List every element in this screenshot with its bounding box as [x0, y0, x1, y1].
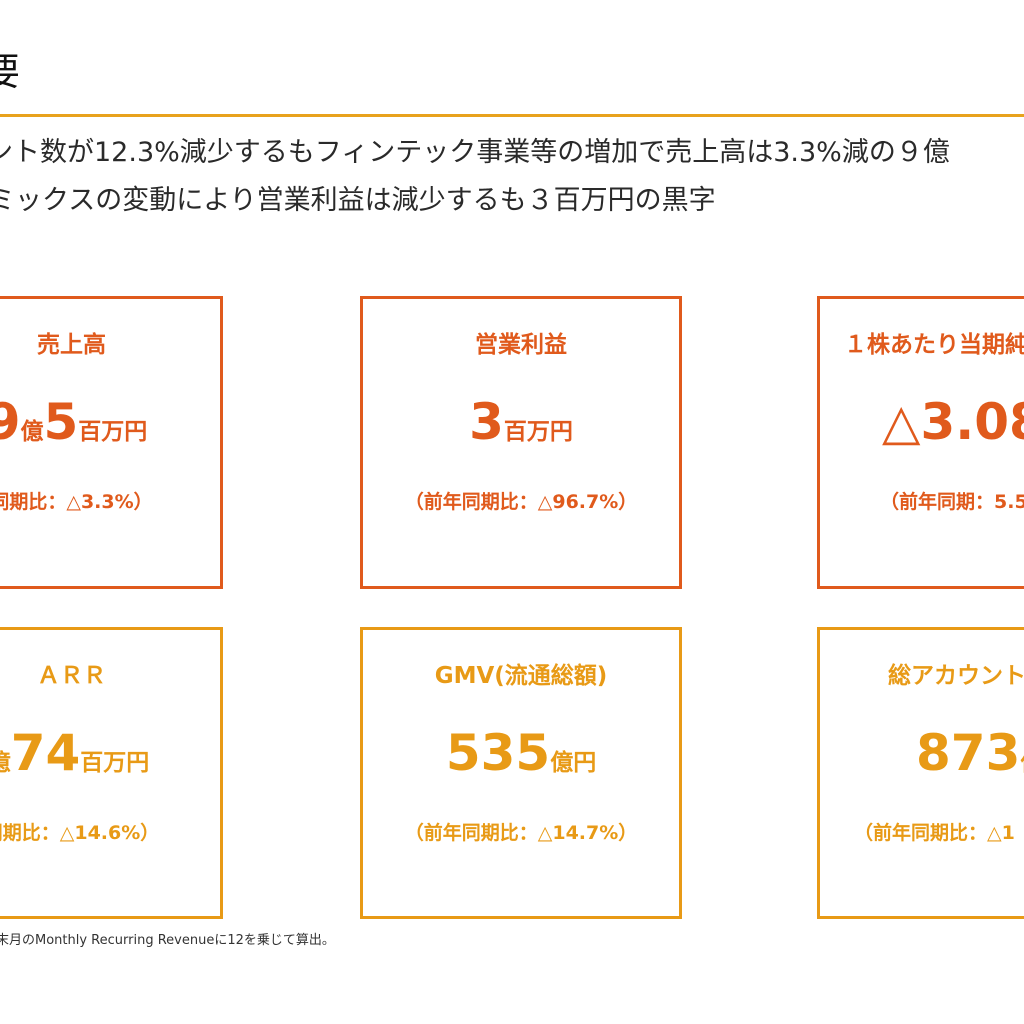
kpi-value-number: 5: [43, 393, 79, 451]
kpi-comparison: 同期比：△3.3%）: [0, 491, 153, 513]
kpi-value-unit: 百万円: [78, 419, 148, 445]
kpi-label: 営業利益: [475, 332, 567, 358]
kpi-value-triangle: △: [882, 393, 921, 451]
kpi-card-operating-profit: 営業利益 3百万円 （前年同期比：△96.7%）: [360, 296, 682, 589]
page-title: 要: [0, 50, 21, 94]
kpi-value-unit: 億: [0, 750, 11, 776]
kpi-label: ＡＲＲ: [37, 663, 106, 689]
kpi-value-number: 9: [0, 393, 21, 451]
kpi-card-arr: ＡＲＲ 億74百万円 同期比：△14.6%）: [0, 627, 223, 919]
kpi-label: GMV(流通総額): [434, 663, 608, 689]
kpi-value-number: 3.08: [920, 393, 1024, 451]
kpi-value-number: 3: [469, 393, 504, 451]
kpi-value: 535億円: [363, 722, 679, 796]
kpi-comparison: 同期比：△14.6%）: [0, 822, 160, 844]
kpi-card-accounts: 総アカウント 873件 （前年同期比：△1: [817, 627, 1024, 919]
title-divider: [0, 114, 1024, 117]
kpi-comparison: （前年同期：5.5: [880, 491, 1024, 513]
kpi-value: 3百万円: [363, 391, 679, 465]
kpi-value-number: 873: [916, 724, 1021, 782]
kpi-label: 売上高: [37, 332, 106, 358]
kpi-value-unit: 百万円: [503, 419, 573, 445]
kpi-comparison: （前年同期比：△96.7%）: [404, 491, 638, 513]
kpi-label: １株あたり当期純: [844, 332, 1024, 358]
kpi-value: 9億5百万円: [0, 391, 220, 465]
kpi-comparison: （前年同期比：△14.7%）: [404, 822, 638, 844]
summary-line-1: ント数が12.3%減少するもフィンテック事業等の増加で売上高は3.3%減の９億: [0, 137, 950, 168]
kpi-card-gmv: GMV(流通総額) 535億円 （前年同期比：△14.7%）: [360, 627, 682, 919]
kpi-comparison: （前年同期比：△1: [854, 822, 1015, 844]
kpi-value-number: 535: [445, 724, 551, 782]
kpi-label: 総アカウント: [888, 663, 1024, 689]
kpi-value: 億74百万円: [0, 722, 220, 796]
kpi-card-eps: １株あたり当期純 △3.08 （前年同期：5.5: [817, 296, 1024, 589]
kpi-value-unit: 億: [20, 419, 44, 445]
footnote: 末月のMonthly Recurring Revenueに12を乗じて算出。: [0, 933, 335, 948]
kpi-card-sales: 売上高 9億5百万円 同期比：△3.3%）: [0, 296, 223, 589]
kpi-value-unit: 億円: [550, 750, 597, 776]
kpi-value-unit: 件: [1020, 750, 1024, 776]
kpi-value: △3.08: [882, 391, 1024, 465]
kpi-value-number: 74: [10, 724, 81, 782]
kpi-value-unit: 百万円: [80, 750, 150, 776]
summary-line-2: ミックスの変動により営業利益は減少するも３百万円の黒字: [0, 185, 716, 216]
kpi-value: 873件: [916, 722, 1024, 796]
